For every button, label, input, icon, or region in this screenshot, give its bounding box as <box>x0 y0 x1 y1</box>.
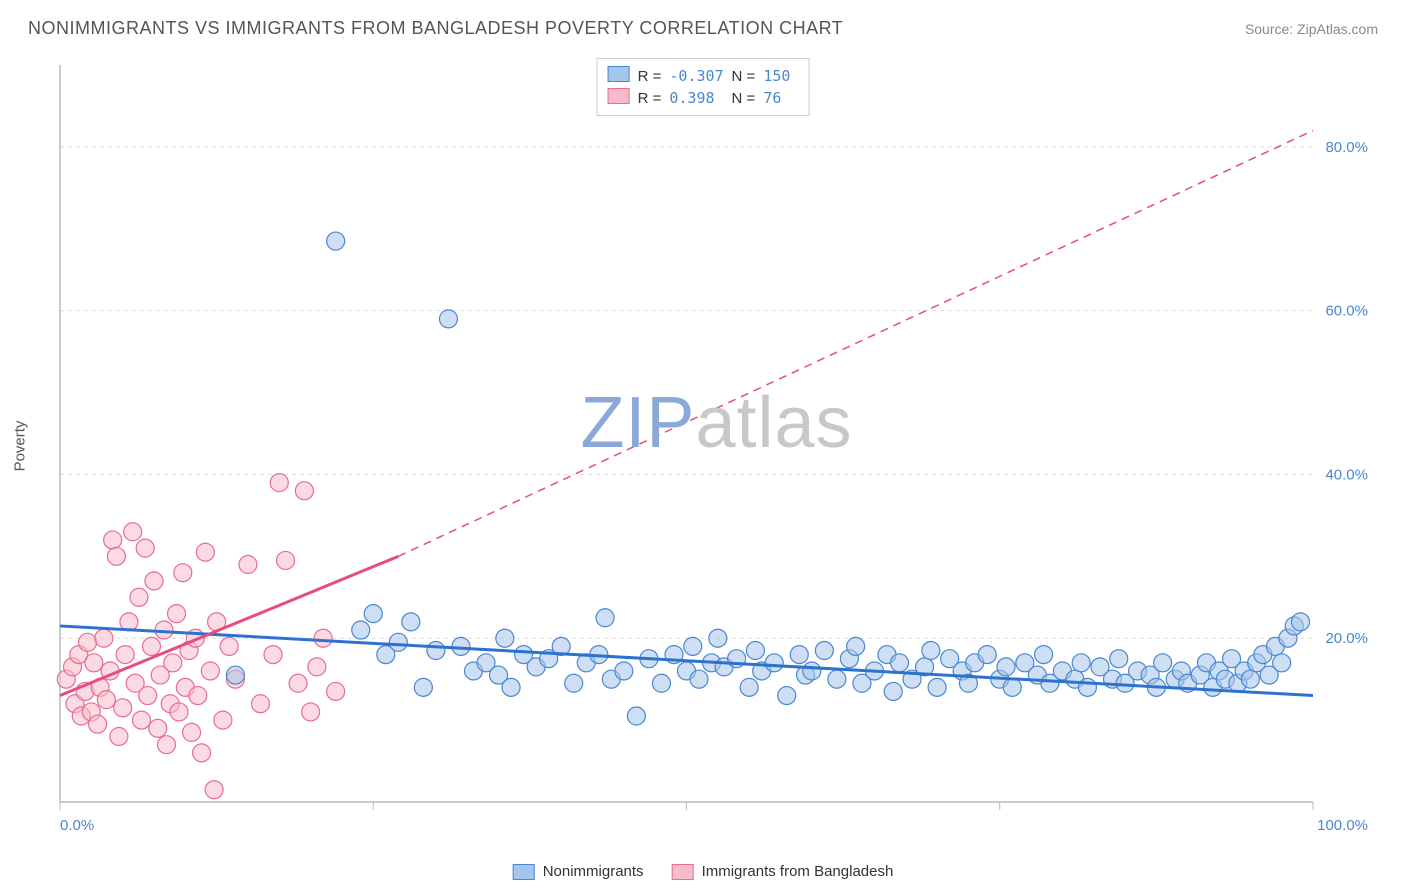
svg-text:80.0%: 80.0% <box>1325 139 1368 156</box>
chart-title: NONIMMIGRANTS VS IMMIGRANTS FROM BANGLAD… <box>28 18 843 39</box>
y-axis-label: Poverty <box>12 421 29 472</box>
series-legend: Nonimmigrants Immigrants from Bangladesh <box>513 863 894 880</box>
legend-row-pink: R = 0.398 N = 76 <box>608 87 799 109</box>
svg-text:20.0%: 20.0% <box>1325 630 1368 647</box>
r-value-blue: -0.307 <box>669 65 731 87</box>
n-value-pink: 76 <box>763 87 798 109</box>
svg-text:0.0%: 0.0% <box>60 817 94 834</box>
swatch-pink-icon <box>608 88 630 104</box>
legend-label-pink: Immigrants from Bangladesh <box>702 863 894 880</box>
svg-text:100.0%: 100.0% <box>1317 817 1368 834</box>
swatch-pink-icon <box>672 864 694 880</box>
swatch-blue-icon <box>513 864 535 880</box>
r-value-pink: 0.398 <box>669 87 731 109</box>
legend-item-nonimmigrants: Nonimmigrants <box>513 863 644 880</box>
legend-item-immigrants: Immigrants from Bangladesh <box>672 863 894 880</box>
legend-row-blue: R = -0.307 N = 150 <box>608 65 799 87</box>
svg-text:60.0%: 60.0% <box>1325 303 1368 320</box>
scatter-plot-svg: 20.0% 40.0% 60.0% 80.0% 0.0% 100.0% <box>55 55 1378 837</box>
n-value-blue: 150 <box>763 65 798 87</box>
chart-area: 20.0%40.0%60.0%80.0%0.0%100.0% ZIPatlas <box>55 55 1378 837</box>
correlation-legend: R = -0.307 N = 150 R = 0.398 N = 76 <box>597 58 810 116</box>
svg-text:40.0%: 40.0% <box>1325 466 1368 483</box>
swatch-blue-icon <box>608 66 630 82</box>
legend-label-blue: Nonimmigrants <box>543 863 644 880</box>
source-label: Source: ZipAtlas.com <box>1245 21 1378 37</box>
